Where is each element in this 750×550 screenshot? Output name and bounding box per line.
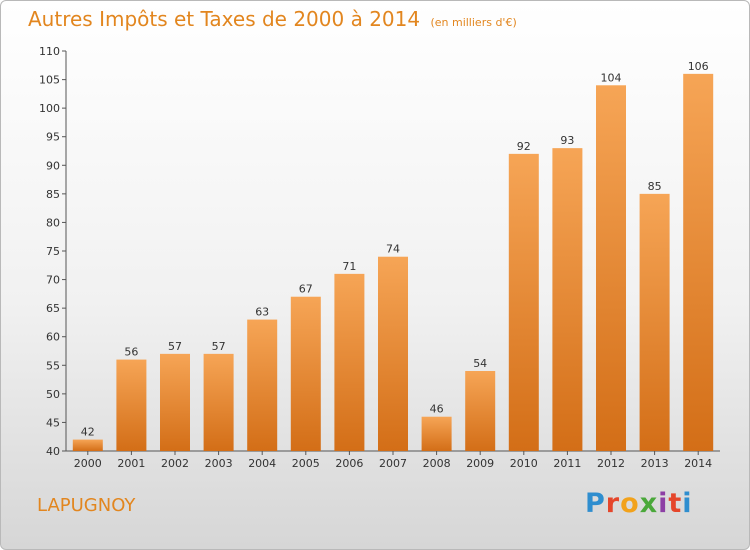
bar <box>378 256 408 451</box>
x-tick-label: 2003 <box>205 457 233 470</box>
bar-value-label: 57 <box>168 340 182 353</box>
y-tick-label: 80 <box>46 216 60 229</box>
bar-value-label: 63 <box>255 306 269 319</box>
bar <box>160 353 190 451</box>
bar <box>116 359 147 451</box>
y-tick-label: 85 <box>46 188 60 201</box>
bar <box>465 371 496 451</box>
x-tick-label: 2010 <box>510 457 538 470</box>
logo-letter: r <box>605 488 621 519</box>
logo-letter: i <box>658 488 669 519</box>
x-tick-label: 2012 <box>597 457 625 470</box>
bar-value-label: 56 <box>124 346 138 359</box>
logo-letter: x <box>639 488 659 519</box>
logo-letter: o <box>620 488 640 519</box>
x-tick-label: 2009 <box>466 457 494 470</box>
logo-letter: i <box>682 488 693 519</box>
x-tick-label: 2007 <box>379 457 407 470</box>
city-name: LAPUGNOY <box>37 495 136 516</box>
logo-letter: t <box>668 488 683 519</box>
bar-value-label: 42 <box>81 426 95 439</box>
x-tick-label: 2001 <box>117 457 145 470</box>
bar-value-label: 54 <box>473 357 487 370</box>
bar-value-label: 71 <box>342 260 356 273</box>
bar <box>290 296 321 451</box>
y-tick-label: 100 <box>39 102 60 115</box>
y-tick-label: 50 <box>46 388 60 401</box>
bar <box>421 416 452 451</box>
x-tick-label: 2011 <box>553 457 581 470</box>
bar-value-label: 93 <box>560 134 574 147</box>
bar <box>596 85 626 452</box>
y-tick-label: 40 <box>46 445 60 458</box>
y-tick-label: 105 <box>39 74 60 87</box>
x-tick-label: 2004 <box>248 457 276 470</box>
bar-value-label: 46 <box>430 403 444 416</box>
y-tick-label: 65 <box>46 302 60 315</box>
y-tick-label: 55 <box>46 359 60 372</box>
y-tick-label: 90 <box>46 159 60 172</box>
y-tick-label: 95 <box>46 131 60 144</box>
logo-letter: P <box>585 488 606 519</box>
bar <box>72 439 103 451</box>
bar <box>334 273 365 451</box>
bar-value-label: 67 <box>299 283 313 296</box>
chart-title-unit: (en milliers d'€) <box>430 16 517 29</box>
proxiti-logo: Proxiti <box>585 488 693 519</box>
bar-value-label: 104 <box>601 71 622 84</box>
bar <box>552 148 583 451</box>
y-tick-label: 45 <box>46 416 60 429</box>
bar <box>203 353 234 451</box>
x-tick-label: 2002 <box>161 457 189 470</box>
bar-value-label: 85 <box>648 180 662 193</box>
bar-value-label: 106 <box>688 60 709 73</box>
x-tick-label: 2005 <box>292 457 320 470</box>
bar <box>683 73 714 451</box>
x-tick-label: 2006 <box>335 457 363 470</box>
bar-value-label: 92 <box>517 140 531 153</box>
y-tick-label: 60 <box>46 331 60 344</box>
x-tick-label: 2014 <box>684 457 712 470</box>
bar <box>639 193 670 451</box>
y-tick-label: 75 <box>46 245 60 258</box>
y-tick-label: 110 <box>39 45 60 58</box>
bar <box>508 153 539 451</box>
x-tick-label: 2000 <box>74 457 102 470</box>
x-tick-label: 2013 <box>641 457 669 470</box>
x-tick-label: 2008 <box>423 457 451 470</box>
bar-value-label: 57 <box>212 340 226 353</box>
bar <box>247 319 278 451</box>
bar-value-label: 74 <box>386 243 400 256</box>
chart-title-main: Autres Impôts et Taxes de 2000 à 2014 <box>28 7 421 31</box>
y-tick-label: 70 <box>46 274 60 287</box>
chart-title: Autres Impôts et Taxes de 2000 à 2014 (e… <box>28 7 517 31</box>
